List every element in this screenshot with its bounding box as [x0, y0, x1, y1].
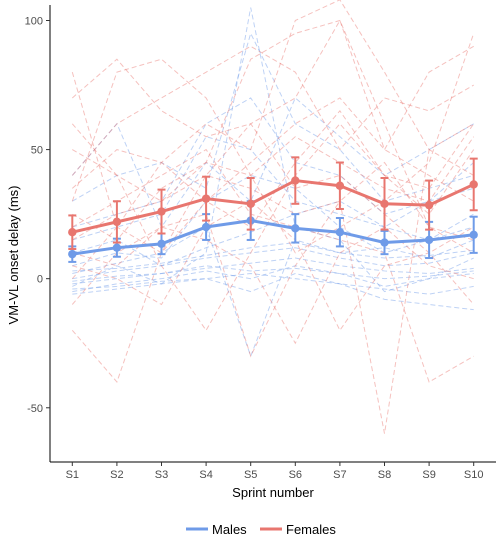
individual-trace-females-4	[72, 19, 474, 254]
individual-trace-males-3	[72, 265, 474, 293]
x-tick-label-S3: S3	[155, 469, 168, 481]
data-point-females-S9	[424, 200, 434, 210]
x-tick-label-S9: S9	[422, 469, 435, 481]
individual-trace-males-10	[72, 226, 474, 358]
data-point-females-S6	[291, 176, 300, 185]
data-point-females-S8	[380, 199, 389, 209]
data-point-females-S10	[469, 180, 478, 189]
individual-trace-females-2	[71, 97, 474, 383]
individual-trace-females-12	[71, 58, 474, 254]
data-point-males-S2	[112, 243, 122, 252]
x-tick-label-S6: S6	[289, 469, 302, 481]
individual-trace-males-13	[72, 273, 474, 295]
legend-label-males: Males	[212, 522, 247, 537]
series-line-females	[71, 179, 475, 234]
data-point-males-S6	[291, 224, 300, 233]
x-tick-label-S8: S8	[378, 469, 391, 481]
series-line-males	[72, 219, 474, 256]
individual-trace-females-9	[71, 45, 474, 176]
axes-layer: 100 50 0 -50 S1 S2 S3 S4 S5 S6 S7 S8 S9 S10	[25, 5, 496, 481]
y-tick-label--50: -50	[27, 403, 43, 415]
x-axis-title: Sprint number	[232, 485, 314, 500]
x-tick-label-S1: S1	[66, 469, 79, 481]
legend: Males Females	[186, 522, 336, 537]
individual-trace-females-5	[72, 123, 474, 434]
data-point-females-S4	[201, 194, 211, 203]
individual-trace-males-12	[72, 32, 474, 202]
x-tick-label-S5: S5	[244, 469, 257, 481]
individual-trace-females-15	[72, 161, 474, 241]
individual-trace-females-6	[71, 0, 474, 280]
individual-trace-males-8	[72, 272, 474, 311]
individual-trace-males-15	[72, 242, 474, 272]
individual-trace-males-7	[72, 247, 474, 280]
data-point-males-S3	[157, 239, 166, 249]
y-tick-label-100: 100	[25, 15, 43, 27]
series-layer	[68, 156, 478, 263]
series-females	[68, 156, 478, 250]
data-point-males-S7	[335, 228, 345, 237]
data-point-females-S7	[335, 181, 345, 190]
individual-trace-females-8	[72, 148, 474, 383]
data-point-females-S1	[68, 228, 77, 237]
data-point-males-S4	[201, 222, 211, 232]
individual-trace-females-3	[71, 33, 475, 254]
individual-trace-females-10	[71, 226, 474, 345]
data-point-males-S10	[469, 230, 478, 239]
individual-trace-males-5	[72, 265, 474, 285]
x-tick-label-S2: S2	[110, 469, 123, 481]
individual-trace-males-1	[72, 7, 474, 293]
data-point-males-S1	[68, 249, 77, 259]
data-point-males-S9	[424, 235, 434, 245]
individual-trace-females-1	[71, 19, 474, 254]
individual-trace-males-6	[72, 97, 474, 228]
individual-trace-males-2	[71, 97, 474, 229]
individual-trace-males-4	[72, 174, 474, 267]
individual-trace-females-14	[71, 110, 475, 228]
data-point-females-S5	[246, 199, 255, 209]
traces-layer	[71, 0, 475, 434]
x-tick-label-S7: S7	[333, 469, 346, 481]
legend-label-females: Females	[286, 522, 336, 537]
x-tick-label-S10: S10	[464, 469, 484, 481]
x-tick-label-S4: S4	[199, 469, 212, 481]
individual-trace-females-11	[72, 136, 475, 241]
data-point-males-S8	[380, 238, 389, 247]
individual-trace-males-11	[72, 257, 474, 282]
y-tick-label-0: 0	[37, 274, 43, 286]
y-tick-label-50: 50	[31, 145, 43, 157]
individual-trace-females-13	[72, 200, 475, 332]
individual-trace-females-7	[71, 123, 475, 332]
data-point-females-S3	[157, 207, 166, 216]
y-axis-title: VM-VL onset delay (ms)	[6, 186, 21, 325]
data-point-females-S2	[112, 217, 122, 227]
